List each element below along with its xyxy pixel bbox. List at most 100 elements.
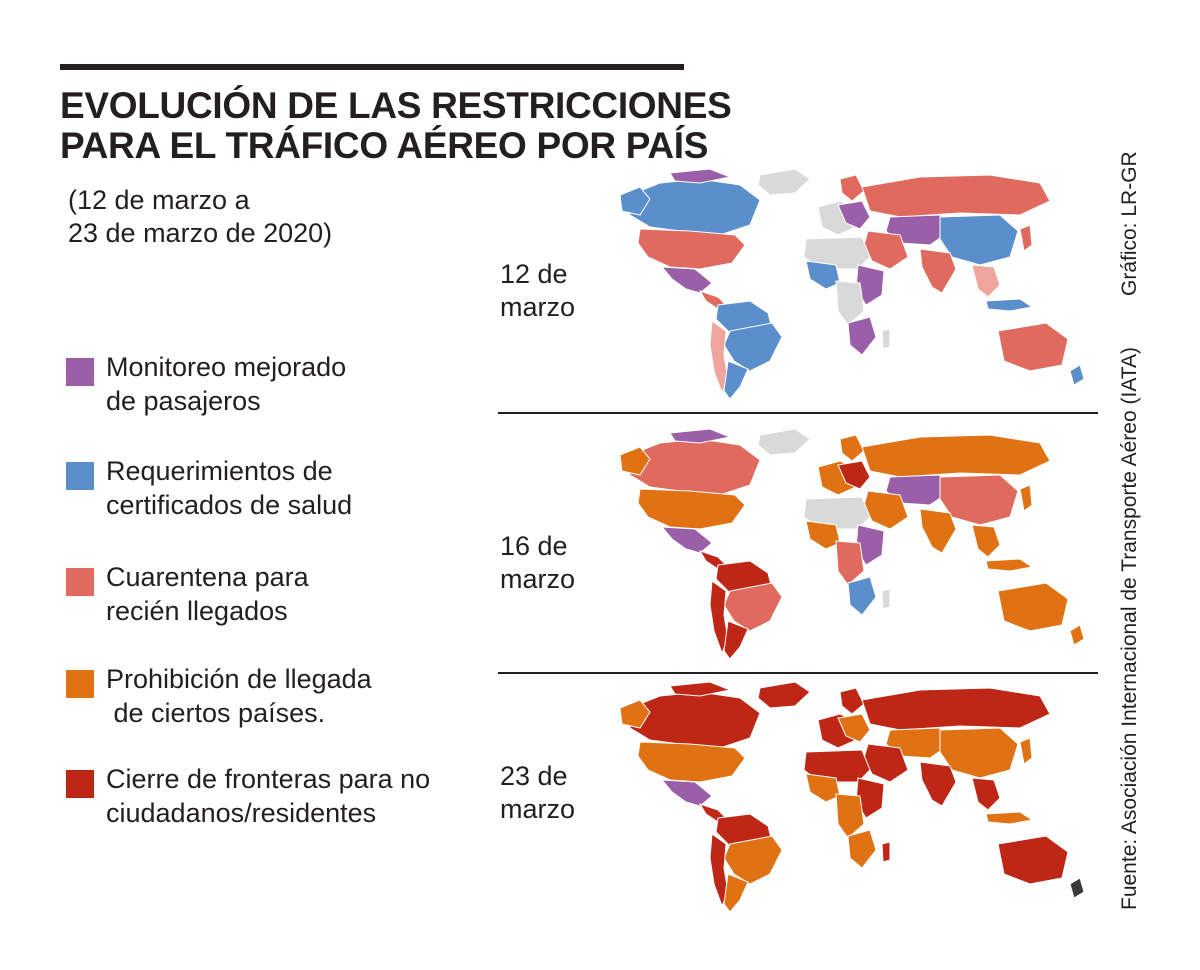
region-argentina: [723, 360, 749, 400]
graphic-credit: Gráfico: LR-GR: [1118, 151, 1141, 296]
region-europe-central: [837, 200, 871, 230]
region-central-africa: [835, 540, 865, 586]
map-label-16-marzo: 16 de marzo: [500, 530, 575, 596]
region-russia: [861, 434, 1051, 478]
legend-swatch: [66, 358, 94, 386]
region-india: [919, 248, 957, 294]
region-argentina: [723, 873, 749, 913]
region-indonesia: [985, 558, 1034, 572]
map-label-month: marzo: [500, 564, 576, 594]
region-new-zealand: [1069, 877, 1085, 899]
legend-label-line-1: Cierre de fronteras para no: [106, 764, 431, 794]
source-credit: Fuente: Asociación Internacional de Tran…: [1118, 346, 1141, 910]
legend-label: Monitoreo mejorado de pasajeros: [106, 350, 346, 418]
region-madagascar: [881, 841, 891, 863]
region-canada: [629, 438, 761, 496]
region-scandinavia: [839, 174, 865, 202]
region-central-africa: [835, 280, 865, 326]
map-label-day: 12 de: [500, 259, 568, 289]
legend-label-line-2: de pasajeros: [106, 386, 261, 416]
region-mexico: [660, 526, 713, 554]
region-central-asia: [885, 727, 951, 759]
region-usa: [637, 228, 746, 270]
legend-label: Cuarentena para recién llegados: [106, 560, 309, 628]
region-china: [939, 727, 1019, 779]
map-label-23-marzo: 23 de marzo: [500, 760, 575, 826]
region-southeast-asia: [971, 777, 1001, 811]
region-india: [919, 761, 957, 807]
title-line-1: EVOLUCIÓN DE LAS RESTRICCIONES: [60, 85, 732, 126]
legend-label-line-1: Prohibición de llegada: [106, 664, 372, 694]
world-map-12-marzo: [619, 168, 1085, 400]
region-russia: [861, 687, 1051, 731]
region-australia: [997, 835, 1069, 885]
region-southeast-asia: [971, 264, 1001, 298]
region-europe-central: [837, 460, 871, 490]
region-southern-africa: [847, 576, 877, 616]
region-canada: [629, 691, 761, 749]
region-west-africa: [805, 520, 841, 550]
region-central-asia: [885, 474, 951, 506]
map-label-12-marzo: 12 de marzo: [500, 258, 575, 324]
region-indonesia: [985, 298, 1034, 312]
legend-label: Cierre de fronteras para no ciudadanos/r…: [106, 762, 430, 830]
world-map-16-marzo: [619, 428, 1085, 660]
region-central-africa: [835, 793, 865, 839]
legend-label-line-1: Cuarentena para: [106, 562, 309, 592]
region-australia: [997, 582, 1069, 632]
region-west-africa: [805, 260, 841, 290]
chart-title: EVOLUCIÓN DE LAS RESTRICCIONES PARA EL T…: [60, 85, 732, 166]
region-arctic-north: [669, 428, 732, 444]
map-divider: [498, 412, 1098, 414]
region-australia: [997, 322, 1069, 372]
region-russia: [861, 174, 1051, 218]
world-map-23-marzo: [619, 681, 1085, 913]
region-southern-africa: [847, 316, 877, 356]
map-label-month: marzo: [500, 292, 576, 322]
region-greenland: [757, 168, 811, 196]
map-label-day: 23 de: [500, 761, 568, 791]
date-range-subtitle: (12 de marzo a 23 de marzo de 2020): [68, 184, 332, 250]
region-southeast-asia: [971, 524, 1001, 558]
subtitle-line-2: 23 de marzo de 2020): [68, 218, 333, 248]
region-china: [939, 474, 1019, 526]
region-usa: [637, 488, 746, 530]
region-brazil: [723, 835, 783, 885]
region-mexico: [660, 779, 713, 807]
region-brazil: [723, 322, 783, 372]
map-label-day: 16 de: [500, 531, 568, 561]
region-southern-africa: [847, 829, 877, 869]
title-line-2: PARA EL TRÁFICO AÉREO POR PAÍS: [60, 125, 709, 166]
region-new-zealand: [1069, 364, 1085, 386]
region-new-zealand: [1069, 624, 1085, 646]
legend-label: Prohibición de llegada de ciertos países…: [106, 662, 372, 730]
region-usa: [637, 741, 746, 783]
region-greenland: [757, 681, 811, 709]
region-china: [939, 214, 1019, 266]
region-japan: [1019, 484, 1033, 512]
legend-swatch: [66, 462, 94, 490]
legend-swatch: [66, 670, 94, 698]
region-japan: [1019, 737, 1033, 765]
legend-label-line-1: Requerimientos de: [106, 456, 333, 486]
legend-label-line-1: Monitoreo mejorado: [106, 352, 347, 382]
region-europe-central: [837, 713, 871, 743]
subtitle-line-1: (12 de marzo a: [68, 185, 250, 215]
region-madagascar: [881, 328, 891, 350]
region-scandinavia: [839, 434, 865, 462]
region-canada: [629, 178, 761, 236]
legend-label-line-2: ciudadanos/residentes: [106, 798, 377, 828]
region-brazil: [723, 582, 783, 632]
region-west-africa: [805, 773, 841, 803]
region-alaska: [619, 699, 651, 729]
legend-label-line-2: de ciertos países.: [106, 698, 326, 728]
legend-swatch: [66, 770, 94, 798]
map-label-month: marzo: [500, 794, 576, 824]
region-greenland: [757, 428, 811, 456]
map-divider: [498, 672, 1098, 674]
region-central-asia: [885, 214, 951, 246]
region-alaska: [619, 186, 651, 216]
legend-label-line-2: certificados de salud: [106, 490, 353, 520]
region-madagascar: [881, 588, 891, 610]
region-japan: [1019, 224, 1033, 252]
